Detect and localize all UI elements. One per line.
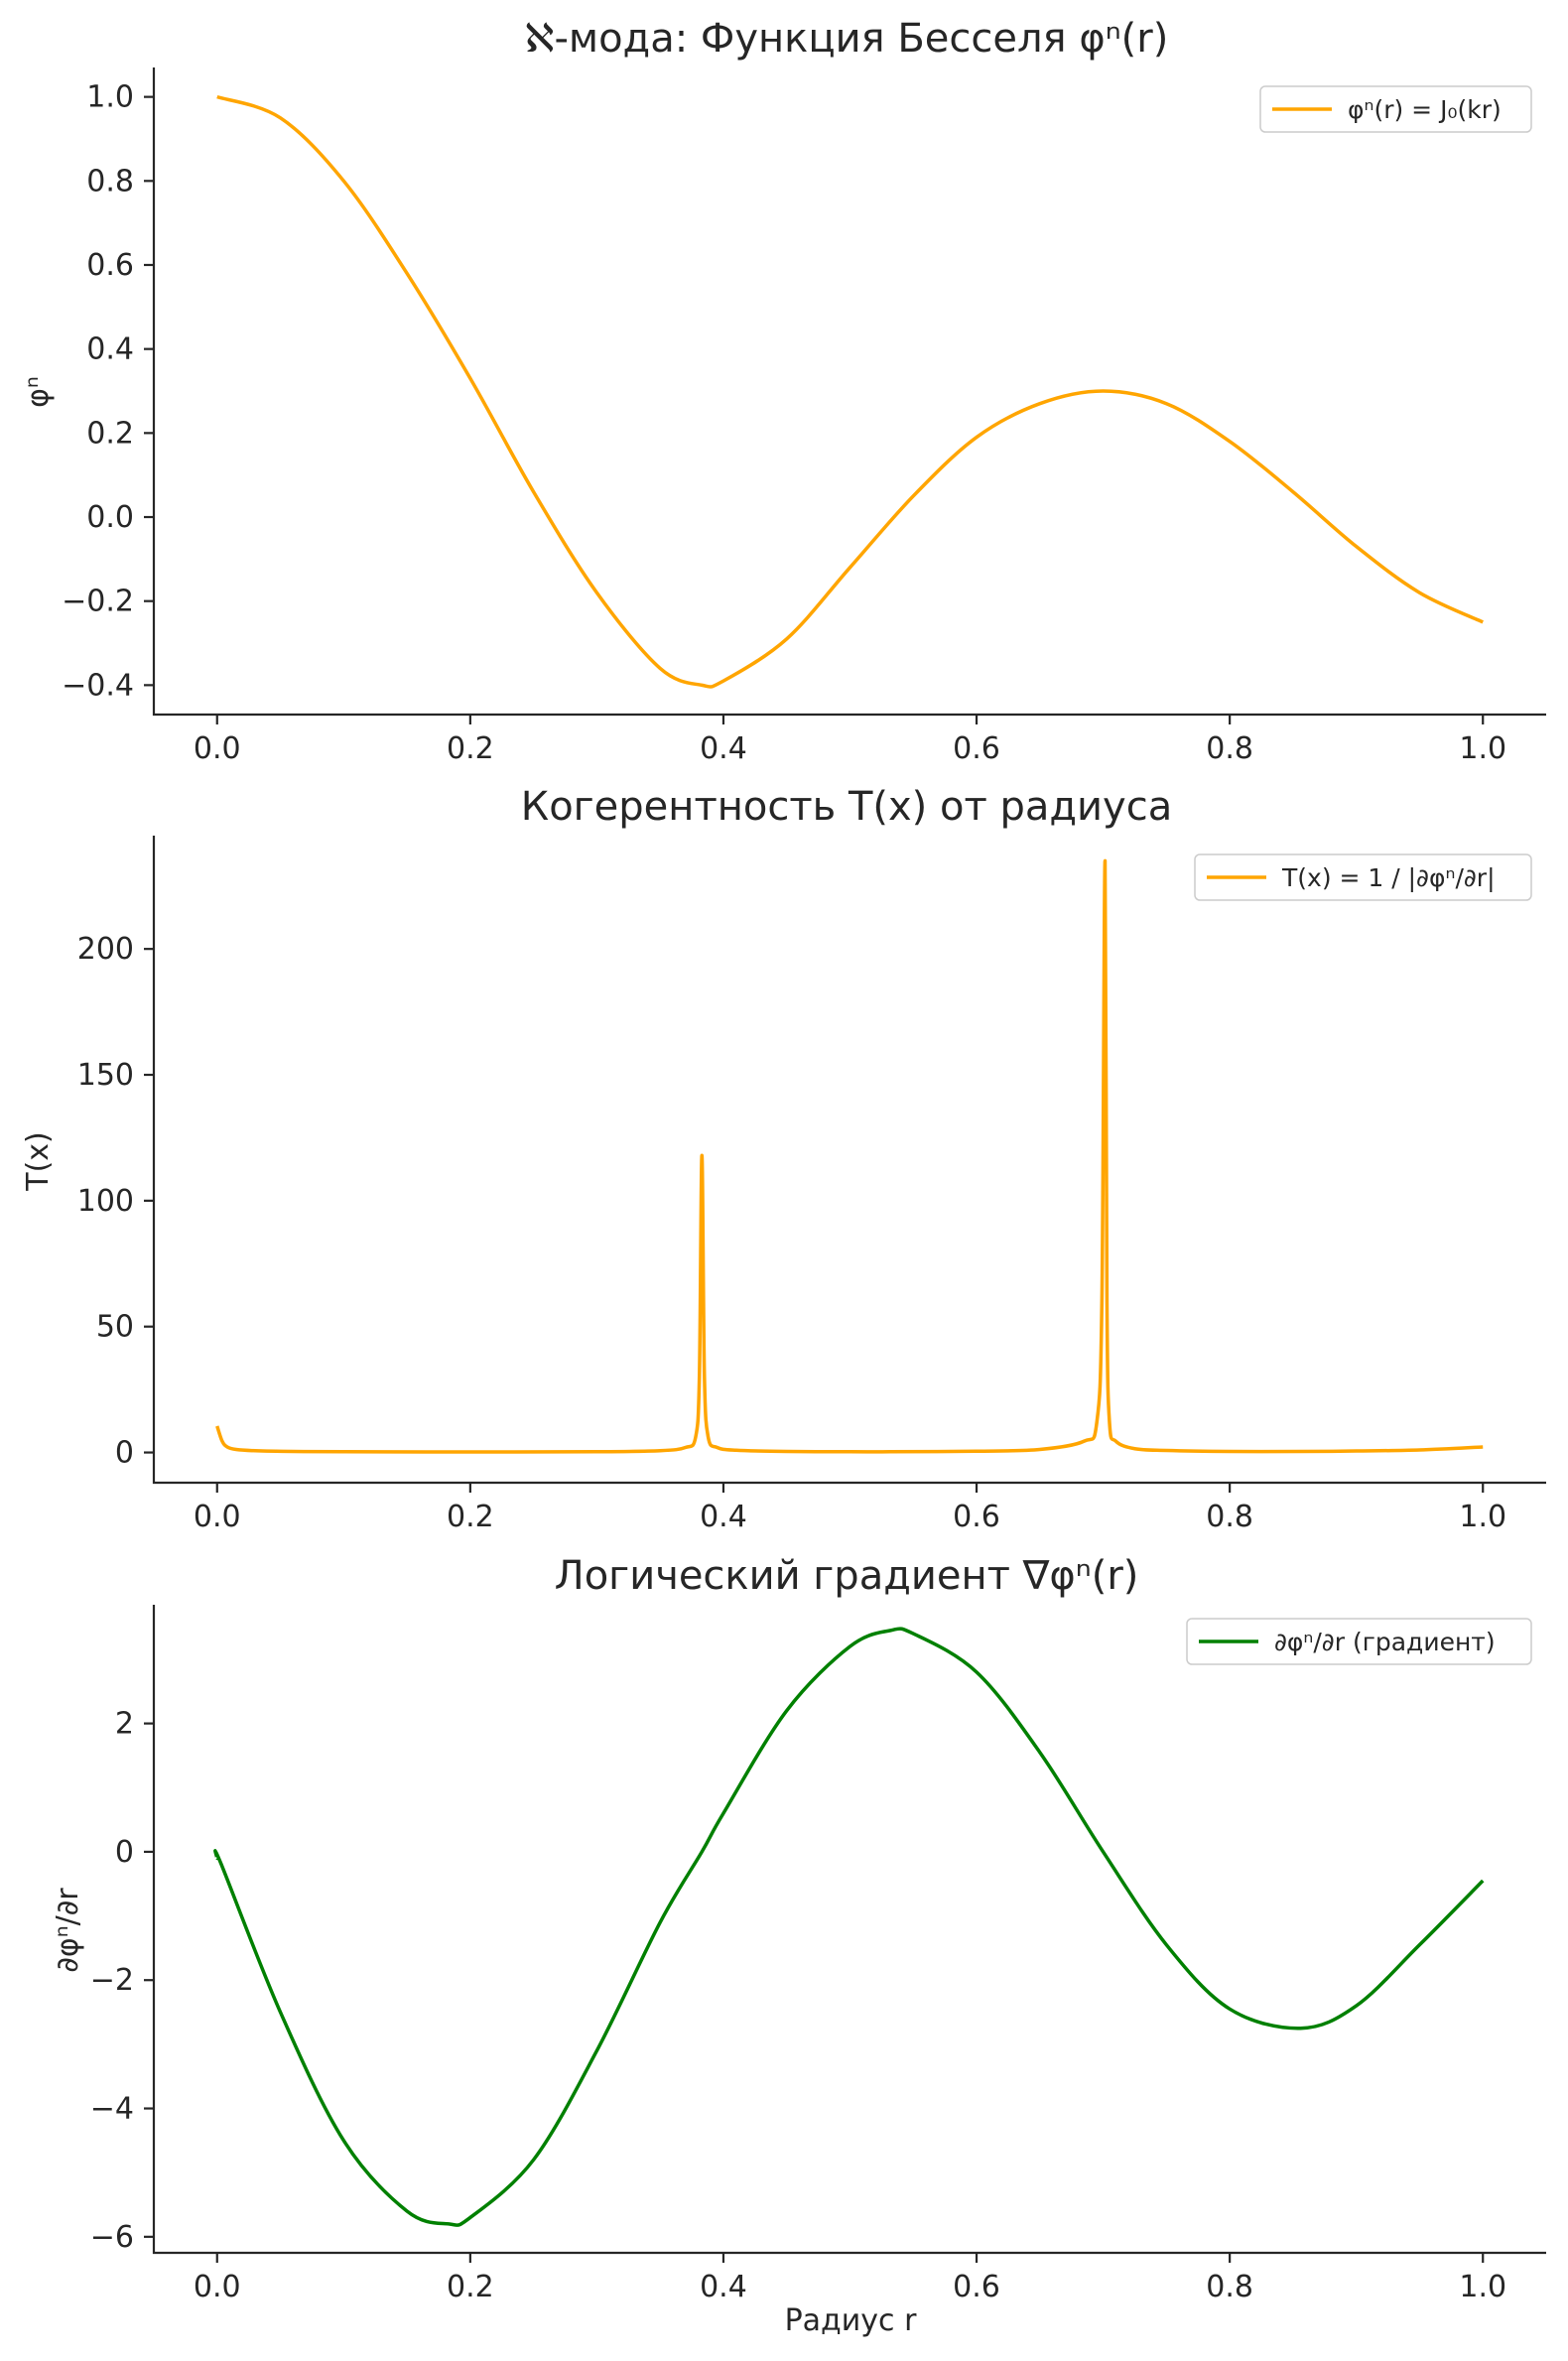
x-tick-label-0.8: 0.8 bbox=[1206, 731, 1253, 766]
legend-box bbox=[1186, 1618, 1532, 1665]
x-tick-label-0.4: 0.4 bbox=[700, 731, 747, 766]
x-axis-label-gradient: Радиус r bbox=[785, 2303, 917, 2338]
x-tick-label-0.8: 0.8 bbox=[1206, 2270, 1253, 2304]
legend-box bbox=[1259, 85, 1532, 133]
y-tick-label-1.0: 1.0 bbox=[86, 80, 134, 115]
y-tick-label-2: 2 bbox=[115, 1707, 134, 1742]
axes-spines-gradient bbox=[152, 1605, 1546, 2255]
y-tick-label-m6: −6 bbox=[90, 2220, 134, 2255]
legend-box bbox=[1194, 853, 1532, 901]
y-tick-label-m0.2: −0.2 bbox=[62, 585, 134, 619]
legend-label-coherence: T(x) = 1 / |∂φⁿ/∂r| bbox=[1281, 863, 1496, 892]
y-tick-label-m4: −4 bbox=[90, 2092, 134, 2127]
y-tick-label-100: 100 bbox=[77, 1184, 134, 1219]
y-tick-label-0.4: 0.4 bbox=[86, 332, 134, 367]
chart-panel-coherence: Когерентность T(x) от радиуса T(x) 0.0 0.… bbox=[21, 784, 1546, 1534]
legend-label-bessel: φⁿ(r) = J₀(kr) bbox=[1348, 95, 1502, 124]
chart-panel-bessel: ℵ-мода: Функция Бесселя φⁿ(r) φⁿ 0.0 0.2 0… bbox=[21, 16, 1546, 766]
y-tick-label-0.2: 0.2 bbox=[86, 416, 134, 451]
y-tick-label-0.8: 0.8 bbox=[86, 164, 134, 198]
series-line-coherence bbox=[215, 858, 1484, 1454]
x-tick-label-1.0: 1.0 bbox=[1459, 731, 1506, 766]
chart-title-gradient: Логический градиент ∇φⁿ(r) bbox=[555, 1553, 1139, 1599]
legend-coherence: T(x) = 1 / |∂φⁿ/∂r| bbox=[1194, 853, 1532, 901]
chart-title-bessel: ℵ-мода: Функция Бесселя φⁿ(r) bbox=[525, 16, 1169, 62]
x-tick-label-0.2: 0.2 bbox=[447, 731, 494, 766]
lines-gradient bbox=[213, 1627, 1485, 2227]
x-tick-label-0.6: 0.6 bbox=[953, 731, 1000, 766]
lines-coherence bbox=[215, 858, 1484, 1454]
y-axis-label-bessel: φⁿ bbox=[21, 376, 56, 408]
x-tick-label-0.6: 0.6 bbox=[953, 1500, 1000, 1534]
y-tick-label-50: 50 bbox=[96, 1310, 134, 1345]
x-tick-label-0.0: 0.0 bbox=[194, 1500, 241, 1534]
x-tick-label-0.4: 0.4 bbox=[700, 2270, 747, 2304]
y-tick-label-0: 0 bbox=[115, 1835, 134, 1870]
legend-gradient: ∂φⁿ/∂r (градиент) bbox=[1186, 1618, 1532, 1665]
axes-spines-bessel bbox=[152, 67, 1546, 717]
y-tick-label-0: 0 bbox=[115, 1436, 134, 1471]
y-axis-label-coherence: T(x) bbox=[21, 1131, 56, 1192]
x-tick-label-0.4: 0.4 bbox=[700, 1500, 747, 1534]
ticks-bessel: 0.0 0.2 0.4 0.6 0.8 1.0 1.0 0.8 0.6 0.4 0.2 0.0 −0.2… bbox=[62, 80, 1506, 766]
series-line-gradient bbox=[213, 1627, 1485, 2227]
x-tick-label-0.0: 0.0 bbox=[194, 731, 241, 766]
y-tick-label-150: 150 bbox=[77, 1058, 134, 1093]
legend-bessel: φⁿ(r) = J₀(kr) bbox=[1259, 85, 1532, 133]
y-axis-label-gradient: ∂φⁿ/∂r bbox=[51, 1888, 85, 1973]
y-tick-label-0.6: 0.6 bbox=[86, 248, 134, 283]
x-tick-label-0.6: 0.6 bbox=[953, 2270, 1000, 2304]
series-line-bessel bbox=[216, 94, 1484, 689]
y-tick-label-m2: −2 bbox=[90, 1963, 134, 1998]
x-tick-label-0.8: 0.8 bbox=[1206, 1500, 1253, 1534]
x-tick-label-0.2: 0.2 bbox=[447, 2270, 494, 2304]
ticks-gradient: 0.0 0.2 0.4 0.6 0.8 1.0 2 0 −2 −4 −6 bbox=[90, 1707, 1506, 2304]
legend-label-gradient: ∂φⁿ/∂r (градиент) bbox=[1274, 1628, 1496, 1656]
y-tick-label-0.0: 0.0 bbox=[86, 500, 134, 535]
lines-bessel bbox=[216, 94, 1484, 689]
x-tick-label-0.2: 0.2 bbox=[447, 1500, 494, 1534]
ticks-coherence: 0.0 0.2 0.4 0.6 0.8 1.0 200 150 100 50 0 bbox=[77, 932, 1506, 1534]
axes-spines-coherence bbox=[152, 836, 1546, 1485]
y-tick-label-m0.4: −0.4 bbox=[62, 668, 134, 703]
y-tick-label-200: 200 bbox=[77, 932, 134, 967]
x-tick-label-1.0: 1.0 bbox=[1459, 2270, 1506, 2304]
x-tick-label-0.0: 0.0 bbox=[194, 2270, 241, 2304]
chart-title-coherence: Когерентность T(x) от радиуса bbox=[521, 784, 1172, 830]
chart-panel-gradient: Логический градиент ∇φⁿ(r) ∂φⁿ/∂r Радиус… bbox=[51, 1553, 1546, 2338]
x-tick-label-1.0: 1.0 bbox=[1459, 1500, 1506, 1534]
